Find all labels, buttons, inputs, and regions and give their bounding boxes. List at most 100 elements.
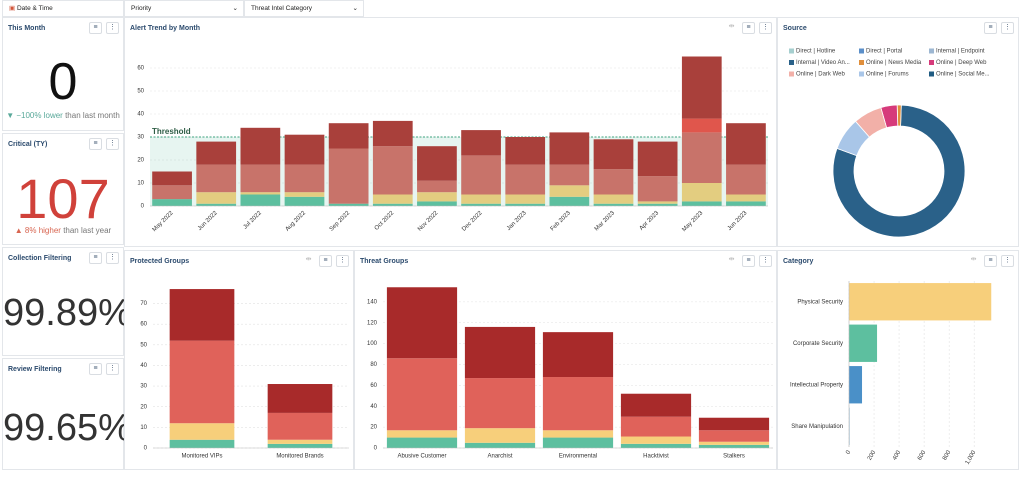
bar-segment <box>284 196 325 206</box>
y-tick-label: 0 <box>144 446 148 452</box>
bar-segment <box>461 203 501 206</box>
bar-segment <box>620 443 692 448</box>
filter-button[interactable]: ≡ <box>89 22 102 34</box>
menu-button[interactable]: ⋮ <box>1001 22 1014 34</box>
filter-button[interactable]: ≡ <box>984 22 997 34</box>
legend-swatch <box>859 71 864 77</box>
x-tick-label: Dec 2022 <box>461 210 484 233</box>
bar-segment <box>726 201 766 206</box>
menu-button[interactable]: ⋮ <box>1001 255 1014 267</box>
bar-segment <box>372 194 413 204</box>
bar-segment <box>240 194 281 206</box>
kpi-change: −100% lower <box>16 111 63 120</box>
kpi-panel: Review Filtering ≡ ⋮ 99.65% <box>2 358 132 470</box>
filter-label: Priority <box>131 5 152 12</box>
date-filter[interactable]: ▣ Date & Time <box>2 0 124 17</box>
bar-segment <box>549 164 590 186</box>
bar-segment <box>593 203 634 206</box>
bar-segment <box>240 164 281 193</box>
legend-label: Internal | Video An... <box>796 60 850 66</box>
x-tick-label: Feb 2023 <box>550 210 573 233</box>
x-tick-label: Monitored VIPs <box>181 454 222 460</box>
bar-segment <box>196 164 237 193</box>
priority-filter[interactable]: Priority ⌄ <box>124 0 244 17</box>
bar-segment <box>196 141 237 165</box>
bar-segment <box>328 203 369 206</box>
y-tick-label: 0 <box>374 446 378 452</box>
bar-segment <box>267 384 333 413</box>
menu-button[interactable]: ⋮ <box>106 138 119 150</box>
bar-segment <box>637 203 678 206</box>
x-tick-label: 800 <box>942 449 953 461</box>
donut-slice <box>832 104 966 238</box>
legend-label: Online | News Media <box>866 60 922 66</box>
y-tick-label: 20 <box>137 158 144 164</box>
legend-label: Online | Social Me... <box>936 72 990 78</box>
menu-button[interactable]: ⋮ <box>759 255 772 267</box>
x-tick-label: Anarchist <box>487 454 512 460</box>
bar-segment <box>542 437 614 448</box>
x-tick-label: 0 <box>845 449 852 455</box>
chart-panel: Source ≡ ⋮ Direct | Hotline Direct | Porta… <box>777 17 1019 247</box>
y-tick-label: 0 <box>141 204 145 210</box>
bar-segment <box>267 443 333 448</box>
menu-button[interactable]: ⋮ <box>106 363 119 375</box>
x-tick-label: 600 <box>917 449 928 461</box>
bar-segment <box>169 289 235 341</box>
chart-panel: Threat Groups ⇹ ≡ ⋮ 0 20 40 60 80 100 120 140 Abus… <box>354 250 777 470</box>
bar-segment <box>620 393 692 417</box>
bar <box>849 366 863 404</box>
y-tick-label: 40 <box>137 112 144 118</box>
panel-title: Collection Filtering <box>8 255 72 262</box>
chart: 0 10 20 30 40 50 60 70 Monitored VIPs Monitored B… <box>140 289 349 460</box>
bar-segment <box>240 127 281 165</box>
chart: 0 10 20 30 40 50 60 May 2022 Jun 2022 Jul 2022 Aug… <box>137 56 768 233</box>
bar-segment <box>386 430 458 438</box>
bar-segment <box>542 377 614 431</box>
filter-button[interactable]: ≡ <box>319 255 332 267</box>
y-tick-label: Physical Security <box>797 299 843 305</box>
x-tick-label: Abusive Customer <box>397 454 446 460</box>
panel-title: Review Filtering <box>8 366 62 373</box>
x-tick-label: Hacktivist <box>643 454 669 460</box>
filter-button[interactable]: ≡ <box>89 363 102 375</box>
kpi-panel: This Month ≡ ⋮ 0 ▼ −100% lower than last … <box>2 17 124 131</box>
bar-segment <box>698 441 770 445</box>
category-filter[interactable]: Threat Intel Category ⌄ <box>244 0 364 17</box>
bar-segment <box>464 326 536 379</box>
bar-segment <box>620 416 692 437</box>
bar-segment <box>461 155 501 195</box>
bar-segment <box>698 444 770 448</box>
bar-segment <box>169 439 235 448</box>
bar-segment <box>726 123 766 165</box>
y-tick-label: 50 <box>137 89 144 95</box>
chart: 0 200 400 600 800 1,000 Physical Security Corpo… <box>790 281 992 466</box>
bar-segment <box>386 287 458 359</box>
bar-segment <box>152 199 192 206</box>
bar-segment <box>505 194 546 204</box>
bar <box>849 324 878 362</box>
threshold-label: Threshold <box>152 127 191 136</box>
x-tick-label: Oct 2022 <box>374 210 396 232</box>
legend-swatch <box>929 48 934 54</box>
filter-button[interactable]: ≡ <box>742 255 755 267</box>
y-tick-label: 10 <box>140 425 147 431</box>
panel-title: Threat Groups <box>360 258 409 265</box>
filter-button[interactable]: ≡ <box>89 252 102 264</box>
x-tick-label: Jun 2023 <box>727 210 749 232</box>
filter-button[interactable]: ≡ <box>984 255 997 267</box>
bar-segment <box>417 180 457 193</box>
kpi-note: than last month <box>65 111 120 120</box>
bar <box>849 283 992 321</box>
menu-button[interactable]: ⋮ <box>106 22 119 34</box>
bar-segment <box>284 134 325 165</box>
filter-button[interactable]: ≡ <box>742 22 755 34</box>
filter-button[interactable]: ≡ <box>89 138 102 150</box>
menu-button[interactable]: ⋮ <box>336 255 349 267</box>
y-tick-label: 30 <box>140 384 147 390</box>
bar-segment <box>386 358 458 431</box>
menu-button[interactable]: ⋮ <box>759 22 772 34</box>
menu-button[interactable]: ⋮ <box>106 252 119 264</box>
x-tick-label: 1,000 <box>965 449 978 466</box>
panel-title: Alert Trend by Month <box>130 25 200 32</box>
